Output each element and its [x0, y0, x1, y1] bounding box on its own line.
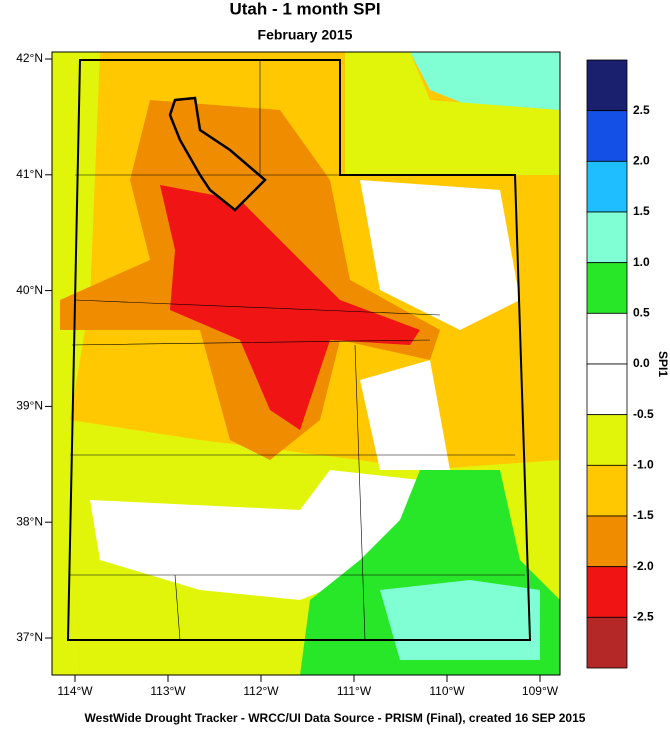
colorbar-bin [586, 211, 628, 264]
region [360, 180, 520, 330]
lon-label: 111°W [337, 684, 372, 698]
colorbar-bin [586, 110, 628, 162]
region [360, 360, 450, 470]
colorbar-label: 0.0 [633, 356, 650, 370]
lon-label: 114°W [57, 684, 93, 698]
region [380, 580, 540, 660]
map-frame [51, 51, 561, 676]
colorbar-title: SPI1 [656, 351, 670, 377]
colorbar-bin [586, 262, 628, 314]
region [345, 52, 560, 175]
region [52, 52, 100, 675]
lon-label: 109°W [522, 684, 559, 698]
colorbar-label: 2.0 [633, 154, 650, 168]
subtitle: February 2015 [258, 27, 353, 43]
colorbar-bin [586, 616, 628, 669]
lat-label: 37°N [16, 630, 43, 644]
colorbar-label: -1.0 [633, 458, 654, 472]
map [51, 51, 561, 676]
colorbar-bin [586, 363, 628, 416]
colorbar-bin [586, 414, 628, 466]
colorbar-label: -2.5 [633, 610, 654, 624]
colorbar-label: 0.5 [633, 306, 650, 320]
state-border [66, 59, 532, 641]
lat-label: 39°N [16, 399, 43, 413]
colorbar-bin [586, 312, 628, 365]
colorbar-label: 2.5 [633, 103, 650, 117]
colorbar-label: -0.5 [633, 407, 654, 421]
colorbar-bin [586, 464, 628, 517]
lat-label: 40°N [16, 283, 43, 297]
colorbar-bin [586, 160, 628, 213]
region [410, 52, 560, 110]
region [90, 470, 420, 600]
region [160, 185, 420, 430]
colorbar-bin [586, 59, 628, 112]
lat-label: 38°N [16, 514, 43, 528]
lon-label: 113°W [150, 684, 186, 698]
colorbar-label: 1.5 [633, 204, 650, 218]
colorbar-label: -1.5 [633, 508, 654, 522]
colorbar-bin [586, 515, 628, 568]
county-lines [70, 60, 525, 641]
great-salt-lake [168, 96, 267, 212]
lon-label: 112°W [243, 684, 279, 698]
colorbar-label: -2.0 [633, 559, 654, 573]
title: Utah - 1 month SPI [229, 0, 380, 18]
lon-label: 110°W [429, 684, 465, 698]
lat-label: 41°N [16, 167, 43, 181]
lat-label: 42°N [16, 51, 43, 65]
colorbar-label: 1.0 [633, 255, 650, 269]
footer: WestWide Drought Tracker - WRCC/UI Data … [85, 711, 586, 725]
colorbar-bin [586, 566, 628, 618]
